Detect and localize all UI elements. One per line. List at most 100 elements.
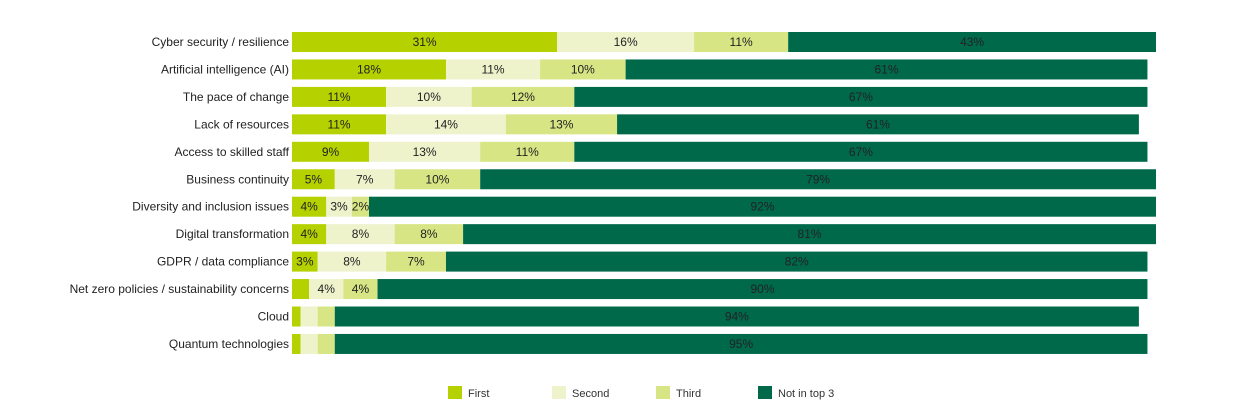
- data-label: 8%: [420, 227, 438, 241]
- data-label: 11%: [516, 145, 539, 159]
- data-label: 4%: [300, 227, 318, 241]
- bar-segment-third: [351, 196, 369, 217]
- bar-segment-second: [326, 224, 395, 245]
- bar-segment-second: [386, 114, 506, 135]
- bar-segment-third: [540, 59, 626, 80]
- category-label: Access to skilled staff: [175, 145, 290, 159]
- legend: First Second Third Not in top 3: [448, 386, 834, 400]
- category-label: Lack of resources: [194, 117, 289, 131]
- bar-segment-second: [309, 279, 344, 300]
- data-label: 11%: [327, 90, 350, 104]
- legend-label: First: [468, 388, 489, 400]
- data-label: 8%: [343, 255, 361, 269]
- bar-segment-not-in-top-3: [368, 196, 1156, 217]
- data-label: 3%: [330, 200, 348, 214]
- data-label: 94%: [725, 310, 749, 324]
- data-label: 4%: [300, 200, 318, 214]
- data-label: 95%: [729, 337, 753, 351]
- data-label: 13%: [413, 145, 437, 159]
- legend-swatch: [656, 386, 670, 399]
- bar-segment-first: [292, 114, 387, 135]
- bar-segment-third: [317, 333, 335, 354]
- bar-segment-second: [557, 32, 695, 52]
- legend-swatch: [448, 386, 462, 399]
- data-label: 4%: [352, 282, 370, 296]
- bar-segment-not-in-top-3: [377, 279, 1148, 300]
- data-label: 43%: [960, 35, 984, 49]
- bar-segment-first: [292, 196, 327, 217]
- data-label: 9%: [322, 145, 340, 159]
- data-label: 92%: [750, 200, 774, 214]
- bar-segment-third: [694, 32, 789, 52]
- bar-segment-third: [343, 279, 378, 300]
- bar-segment-first: [292, 251, 318, 272]
- category-label: The pace of change: [183, 90, 289, 104]
- data-label: 11%: [730, 35, 753, 49]
- data-label: 81%: [798, 227, 822, 241]
- bar-segment-first: [292, 86, 387, 107]
- category-label: Quantum technologies: [169, 337, 289, 351]
- bar-segment-first: [292, 32, 558, 52]
- bar-segment-not-in-top-3: [625, 59, 1148, 80]
- data-label: 13%: [549, 117, 573, 131]
- data-label: 10%: [425, 172, 449, 186]
- data-label: 16%: [614, 35, 638, 49]
- bar-segment-not-in-top-3: [445, 251, 1148, 272]
- bar-segment-first: [292, 306, 301, 327]
- bars: [292, 32, 1157, 354]
- data-label: 90%: [750, 282, 774, 296]
- data-label: 3%: [296, 255, 314, 269]
- legend-label: Third: [676, 388, 701, 400]
- bar-segment-first: [292, 169, 335, 190]
- data-label: 10%: [571, 62, 595, 76]
- bar-segment-not-in-top-3: [463, 224, 1157, 245]
- bar-segment-not-in-top-3: [788, 32, 1156, 52]
- data-label: 11%: [327, 117, 350, 131]
- data-label: 67%: [849, 145, 873, 159]
- data-label: 82%: [785, 255, 809, 269]
- bar-segment-first: [292, 279, 310, 300]
- bar-segment-not-in-top-3: [574, 141, 1148, 162]
- data-label: 5%: [305, 172, 323, 186]
- data-label: 79%: [806, 172, 830, 186]
- data-label: 7%: [407, 255, 425, 269]
- bar-segment-second: [445, 59, 541, 80]
- bar-segment-third: [317, 306, 335, 327]
- bar-segment-first: [292, 333, 301, 354]
- bar-segment-second: [386, 86, 472, 107]
- bar-segment-not-in-top-3: [574, 86, 1148, 107]
- data-label: 4%: [318, 282, 336, 296]
- bar-value-labels: 31% 16% 11% 43% 18% 11% 10% 61% 11% 10% 12% 67% 11% 1…: [296, 35, 984, 351]
- bar-segment-third: [480, 141, 575, 162]
- data-label: 12%: [511, 90, 535, 104]
- category-label: Digital transformation: [176, 227, 289, 241]
- data-label: 11%: [481, 62, 504, 76]
- legend-swatch: [758, 386, 772, 399]
- category-label: Diversity and inclusion issues: [132, 200, 289, 214]
- bar-segment-second: [300, 333, 318, 354]
- data-label: 31%: [413, 35, 437, 49]
- bar-segment-first: [292, 141, 369, 162]
- bar-segment-second: [334, 169, 395, 190]
- bar-segment-second: [368, 141, 481, 162]
- category-label: Business continuity: [186, 172, 289, 186]
- data-label: 8%: [352, 227, 370, 241]
- category-label: GDPR / data compliance: [157, 255, 289, 269]
- legend-swatch: [552, 386, 566, 399]
- bar-segment-not-in-top-3: [334, 333, 1148, 354]
- bar-segment-second: [326, 196, 352, 217]
- data-label: 61%: [875, 62, 899, 76]
- category-label: Cloud: [258, 310, 289, 324]
- bar-segment-not-in-top-3: [617, 114, 1139, 135]
- data-label: 18%: [357, 62, 381, 76]
- bar-segment-not-in-top-3: [480, 169, 1156, 190]
- category-label: Artificial intelligence (AI): [161, 62, 289, 76]
- data-label: 67%: [849, 90, 873, 104]
- category-labels: Cyber security / resilience Artificial in…: [70, 35, 290, 351]
- category-label: Net zero policies / sustainability conce…: [70, 282, 289, 296]
- bar-segment-second: [300, 306, 318, 327]
- bar-segment-first: [292, 224, 327, 245]
- bar-segment-first: [292, 59, 446, 80]
- data-label: 2%: [352, 200, 370, 214]
